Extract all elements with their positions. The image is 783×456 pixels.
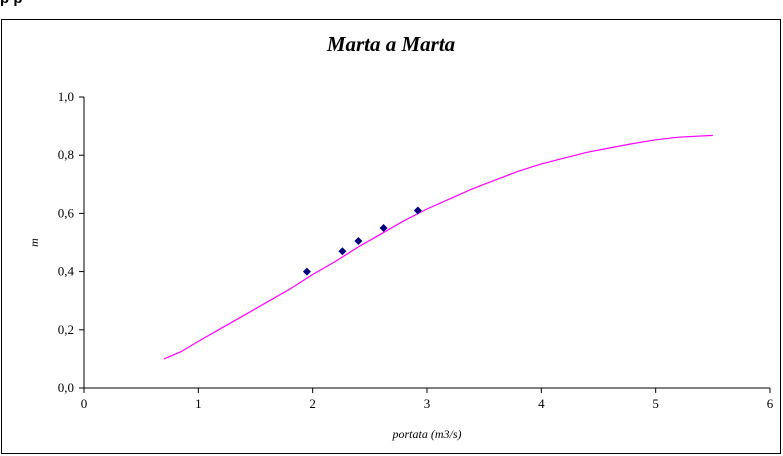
y-axis-title: m: [27, 238, 41, 247]
y-tick-label: 0,2: [58, 322, 74, 337]
x-tick-label: 3: [424, 396, 431, 411]
y-tick-label: 1,0: [58, 89, 74, 104]
data-point-diamond: [413, 206, 422, 215]
chart-title: Marta a Marta: [326, 32, 455, 56]
x-tick-label: 5: [652, 396, 659, 411]
top-caption-text: p p: [0, 0, 23, 7]
y-tick-label: 0,4: [58, 264, 75, 279]
y-tick-label: 0,6: [58, 205, 75, 220]
y-tick-label: 0,0: [58, 380, 74, 395]
top-caption-strip: p p: [0, 0, 783, 18]
x-tick-label: 4: [538, 396, 545, 411]
data-point-diamond: [379, 223, 388, 232]
fitted-curve-line: [163, 134, 713, 360]
data-point-diamond: [354, 237, 363, 246]
data-point-diamond: [302, 267, 311, 276]
data-point-diamond: [338, 247, 347, 256]
x-tick-label: 1: [195, 396, 202, 411]
x-tick-label: 2: [309, 396, 316, 411]
x-tick-label: 6: [767, 396, 774, 411]
y-tick-label: 0,8: [58, 147, 74, 162]
x-axis-title: portata (m3/s): [392, 427, 462, 441]
x-tick-label: 0: [81, 396, 88, 411]
chart-frame: [1, 19, 781, 454]
